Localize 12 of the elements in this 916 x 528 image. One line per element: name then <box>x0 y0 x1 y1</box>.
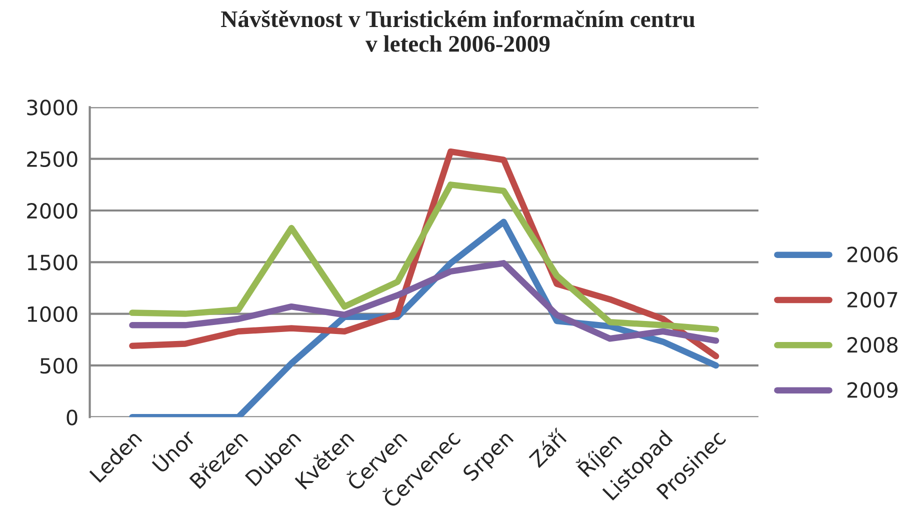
legend-label: 2008 <box>847 337 898 353</box>
y-tick-label: 1000 <box>28 306 78 322</box>
legend-label: 2007 <box>847 292 898 308</box>
y-tick-label: 1500 <box>28 254 78 270</box>
y-tick-label: 500 <box>40 358 78 374</box>
y-tick-label: 0 <box>66 410 78 426</box>
chart-title: Návštěvnost v Turistickém informačním centru v letech 2006-2009 <box>221 10 695 52</box>
y-tick-label: 2500 <box>27 151 78 168</box>
legend-label: 2006 <box>847 246 898 262</box>
y-tick-label: 2000 <box>27 202 78 219</box>
legend-label: 2009 <box>847 382 898 398</box>
y-tick-label: 3000 <box>27 100 78 116</box>
